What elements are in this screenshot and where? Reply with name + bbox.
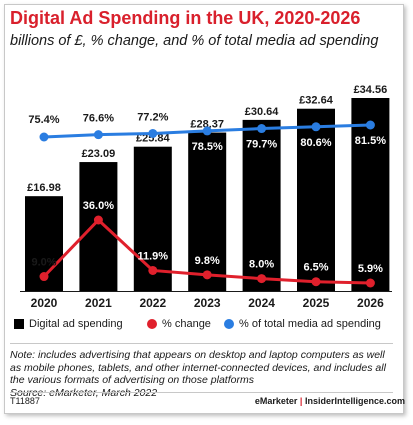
bar-2021 <box>79 162 118 291</box>
bar-2026 <box>351 98 390 291</box>
bar-value-label: £28.37 <box>190 119 224 131</box>
brand-left: eMarketer <box>254 396 298 406</box>
legend-label-share: % of total media ad spending <box>239 318 381 330</box>
x-tick-label: 2024 <box>248 296 275 310</box>
bar-value-label: £25.84 <box>136 133 171 145</box>
share-point <box>202 126 212 136</box>
change-point <box>39 272 49 282</box>
share-point <box>257 124 267 134</box>
legend-label-change: % change <box>162 318 211 330</box>
bar-value-label: £16.98 <box>27 182 61 194</box>
change-value-label: 5.9% <box>358 263 383 275</box>
legend-item-change: % change <box>147 318 211 330</box>
brand-separator: | <box>299 396 303 406</box>
x-tick-label: 2021 <box>85 296 112 310</box>
change-point <box>311 277 321 287</box>
x-tick-label: 2023 <box>194 296 221 310</box>
share-value-label: 78.5% <box>192 141 223 153</box>
change-value-label: 36.0% <box>83 200 114 212</box>
change-point <box>365 278 375 288</box>
share-point <box>311 122 321 132</box>
x-tick-label: 2022 <box>139 296 166 310</box>
share-value-label: 79.7% <box>246 139 277 151</box>
share-point <box>365 120 375 130</box>
legend-label-spending: Digital ad spending <box>29 318 123 330</box>
divider-bottom <box>10 392 393 393</box>
legend-item-share: % of total media ad spending <box>224 318 381 330</box>
note-text: Note: includes advertising that appears … <box>10 349 386 386</box>
legend-swatch-change <box>147 319 157 329</box>
bar-value-label: £34.56 <box>354 84 388 96</box>
share-value-label: 77.2% <box>137 111 168 123</box>
x-tick-label: 2025 <box>303 296 330 310</box>
divider-top <box>10 343 393 344</box>
brand-right: InsiderIntelligence.com <box>304 396 405 406</box>
change-value-label: 9.8% <box>195 255 220 267</box>
share-value-label: 81.5% <box>355 135 386 147</box>
legend-swatch-spending <box>14 319 24 329</box>
x-tick-label: 2020 <box>31 296 58 310</box>
bar-2024 <box>242 119 281 291</box>
bar-value-label: £23.09 <box>82 148 116 160</box>
brand-credit: eMarketer | InsiderIntelligence.com <box>255 396 405 406</box>
change-value-label: 6.5% <box>303 262 328 274</box>
share-point <box>148 128 158 138</box>
change-value-label: 11.9% <box>138 250 169 262</box>
bar-value-label: £32.64 <box>299 95 334 107</box>
chart-subtitle: billions of £, % change, and % of total … <box>10 33 379 49</box>
share-point <box>93 130 103 140</box>
change-value-label: 9.0% <box>31 257 56 269</box>
share-value-label: 76.6% <box>83 113 114 125</box>
share-point <box>39 132 49 142</box>
change-point <box>148 265 158 275</box>
x-tick-label: 2026 <box>357 296 384 310</box>
share-value-label: 80.6% <box>300 137 331 149</box>
bar-2025 <box>297 108 335 291</box>
chart-title: Digital Ad Spending in the UK, 2020-2026 <box>10 8 361 28</box>
change-point <box>202 270 212 280</box>
change-point <box>257 274 267 284</box>
chart-note: Note: includes advertising that appears … <box>10 349 396 399</box>
chart-id: T11887 <box>10 396 40 406</box>
share-value-label: 75.4% <box>28 114 59 126</box>
legend-swatch-share <box>224 319 234 329</box>
change-point <box>93 215 103 225</box>
bar-2023 <box>188 132 227 291</box>
bar-value-label: £30.64 <box>245 106 280 118</box>
legend-item-spending: Digital ad spending <box>14 318 123 330</box>
change-value-label: 8.0% <box>249 259 274 271</box>
